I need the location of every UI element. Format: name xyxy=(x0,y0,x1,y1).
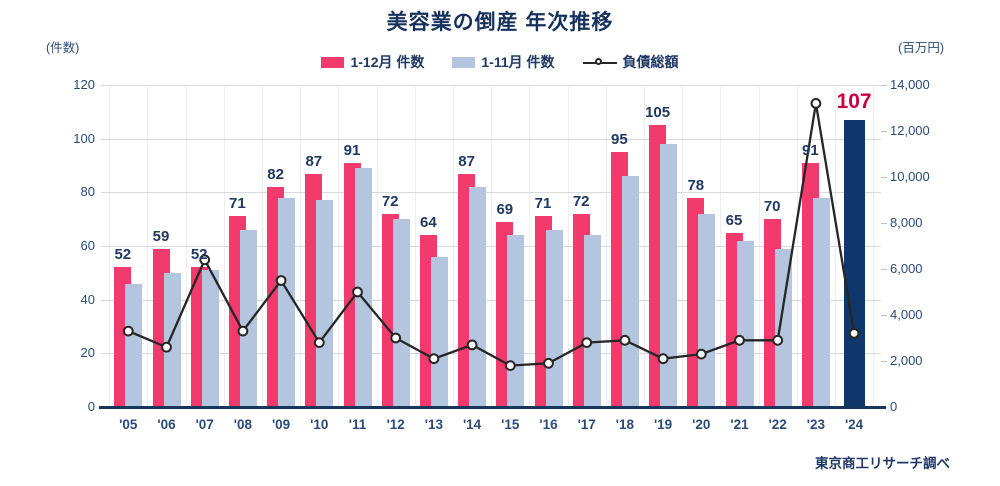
legend-swatch-nov-icon xyxy=(452,56,476,68)
right-axis-tick-label: 8,000 xyxy=(890,215,923,230)
right-axis-tick-label: 14,000 xyxy=(890,77,930,92)
bar-nov-count xyxy=(430,256,448,407)
bar-nov-count xyxy=(316,200,334,407)
right-axis-tick xyxy=(881,223,887,224)
bar-highlight-2024 xyxy=(844,119,866,407)
x-axis-tick-label: '23 xyxy=(806,417,825,432)
horizontal-gridline xyxy=(101,192,881,194)
x-axis-tick-label: '18 xyxy=(615,417,634,432)
x-axis-tick-label: '08 xyxy=(233,417,252,432)
bar-value-label: 59 xyxy=(152,227,170,245)
right-axis-tick-label: 0 xyxy=(890,399,898,414)
x-axis-tick-label: '20 xyxy=(692,417,711,432)
bar-nov-count xyxy=(545,229,563,407)
bar-value-label: 72 xyxy=(572,192,590,210)
bar-nov-count xyxy=(278,197,296,407)
bar-nov-count xyxy=(812,197,830,407)
x-axis-tick-label: '06 xyxy=(157,417,176,432)
right-axis-tick xyxy=(881,177,887,178)
x-axis-tick-label: '11 xyxy=(348,417,367,432)
right-axis-tick xyxy=(881,269,887,270)
x-axis-tick-label: '07 xyxy=(195,417,214,432)
bar-value-label: 91 xyxy=(802,141,819,159)
bar-value-label: 64 xyxy=(420,214,437,232)
x-axis-tick-label: '05 xyxy=(119,417,138,432)
bar-value-label: 71 xyxy=(229,195,246,213)
right-axis-tick xyxy=(881,85,887,86)
bar-nov-count xyxy=(239,229,257,407)
x-axis-tick-label: '22 xyxy=(768,417,787,432)
legend-label-debt: 負債総額 xyxy=(622,54,679,70)
bar-value-label: 52 xyxy=(190,246,208,264)
horizontal-gridline xyxy=(101,85,881,86)
bar-nov-count xyxy=(736,240,754,407)
x-axis-tick-label: '10 xyxy=(310,417,329,432)
legend-label-dec: 1-12月 件数 xyxy=(350,54,425,70)
left-axis-tick-label: 20 xyxy=(80,345,95,361)
bar-nov-count xyxy=(698,213,716,407)
bar-value-label: 105 xyxy=(645,104,671,122)
left-axis-tick-label: 60 xyxy=(80,238,95,253)
legend-item-debt-total: 負債総額 xyxy=(582,52,679,72)
x-axis-tick-label: '16 xyxy=(539,417,558,432)
bar-nov-count xyxy=(774,248,792,407)
x-axis-tick-label: '19 xyxy=(653,417,673,432)
right-axis-tick-label: 4,000 xyxy=(890,307,923,322)
source-credit: 東京商工リサーチ調べ xyxy=(815,456,950,471)
right-axis-tick-label: 10,000 xyxy=(890,169,930,184)
bar-value-label: 52 xyxy=(114,246,132,264)
right-axis-tick xyxy=(881,361,887,362)
bar-value-label: 70 xyxy=(763,198,781,216)
x-axis-baseline xyxy=(99,406,886,409)
bar-value-label: 91 xyxy=(343,141,361,159)
left-axis-tick-label: 40 xyxy=(80,291,95,307)
left-axis-tick-label: 100 xyxy=(73,130,95,146)
bar-value-label-highlight: 107 xyxy=(836,89,872,113)
x-axis-tick-label: '13 xyxy=(424,417,443,432)
right-axis-unit-label: (百万円) xyxy=(898,41,944,55)
horizontal-gridline xyxy=(101,138,881,140)
legend-item-nov-count: 1-11月 件数 xyxy=(452,52,555,72)
bar-nov-count xyxy=(163,272,181,407)
x-axis-tick-label: '24 xyxy=(844,417,864,432)
legend-swatch-dec-icon xyxy=(321,56,345,68)
bar-nov-count xyxy=(392,219,410,407)
x-axis-tick-label: '09 xyxy=(271,417,291,432)
x-axis-tick-label: '15 xyxy=(501,417,520,432)
bar-value-label: 72 xyxy=(381,192,399,210)
right-axis-tick-label: 6,000 xyxy=(890,261,923,276)
bar-nov-count xyxy=(201,270,219,407)
bar-nov-count xyxy=(583,235,601,407)
left-axis-tick-label: 80 xyxy=(80,184,95,200)
legend: 1-12月 件数 1-11月 件数 負債総額 xyxy=(0,52,1000,72)
bar-value-label: 87 xyxy=(458,152,475,170)
bar-nov-count xyxy=(507,235,525,407)
bar-value-label: 78 xyxy=(687,176,705,194)
x-axis-tick-label: '12 xyxy=(386,417,405,432)
left-axis-unit-label: (件数) xyxy=(46,41,80,55)
right-axis-tick-label: 2,000 xyxy=(890,353,923,368)
right-axis-tick xyxy=(881,315,887,316)
bar-value-label: 95 xyxy=(611,131,628,149)
bar-nov-count xyxy=(621,176,639,407)
legend-line-marker-icon xyxy=(582,57,617,68)
left-axis-tick-label: 120 xyxy=(73,77,95,92)
bar-nov-count xyxy=(125,283,143,407)
right-axis-tick xyxy=(881,131,887,132)
left-axis-tick-label: 0 xyxy=(87,399,95,414)
legend-item-dec-count: 1-12月 件数 xyxy=(321,52,424,72)
debt-line-marker xyxy=(810,98,822,109)
bar-nov-count xyxy=(469,186,487,407)
legend-label-nov: 1-11月 件数 xyxy=(481,54,555,70)
right-axis-tick-label: 12,000 xyxy=(890,123,930,138)
chart-title: 美容業の倒産 年次推移 xyxy=(386,11,614,34)
x-axis-tick-label: '14 xyxy=(462,417,482,432)
x-axis-tick-label: '17 xyxy=(577,417,596,432)
x-axis-tick-label: '21 xyxy=(730,417,749,432)
